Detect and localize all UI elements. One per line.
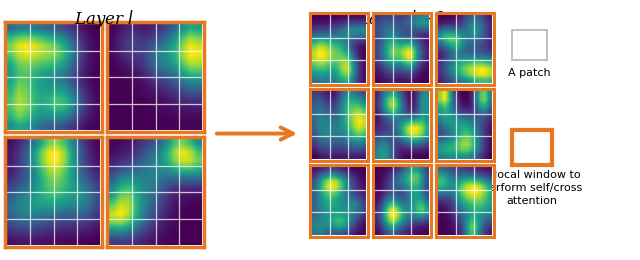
Text: Layer $l$: Layer $l$	[74, 8, 134, 30]
Text: Layer $l + 1$: Layer $l + 1$	[357, 8, 447, 30]
Text: A patch: A patch	[508, 68, 551, 78]
Text: A local window to
perform self/cross
attention: A local window to perform self/cross att…	[482, 170, 582, 206]
